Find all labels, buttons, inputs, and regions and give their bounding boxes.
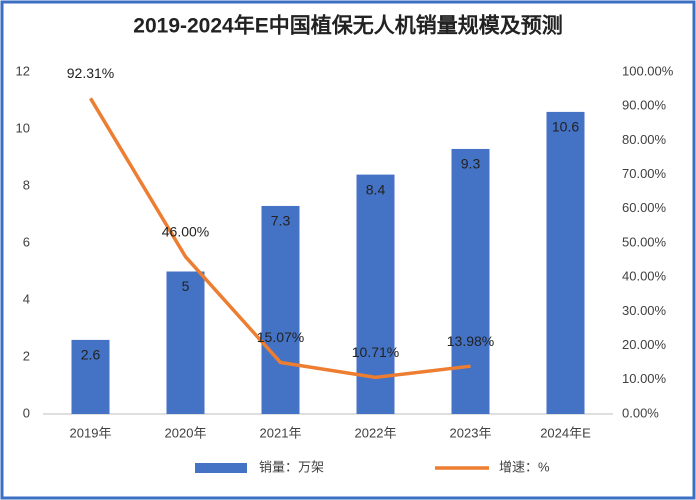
y2-tick-label: 100.00% [622, 63, 674, 78]
bar [451, 148, 490, 414]
y2-tick-label: 20.00% [622, 337, 667, 352]
bar [166, 271, 205, 414]
bar-value-label: 10.6 [552, 119, 579, 135]
legend-label: 增速：% [499, 459, 550, 474]
y2-tick-label: 30.00% [622, 303, 667, 318]
bar-value-label: 2.6 [81, 347, 101, 363]
line-value-label: 46.00% [162, 223, 209, 239]
y-tick-label: 12 [16, 63, 30, 78]
y2-tick-label: 70.00% [622, 166, 667, 181]
y2-tick-label: 50.00% [622, 234, 667, 249]
y2-tick-label: 90.00% [622, 98, 667, 113]
y-tick-label: 10 [16, 120, 30, 135]
bar-value-label: 7.3 [271, 213, 291, 229]
y-tick-label: 8 [23, 177, 30, 192]
bar [261, 205, 300, 414]
line-value-label: 15.07% [257, 329, 304, 345]
y2-tick-label: 40.00% [622, 269, 667, 284]
line-value-label: 10.71% [352, 344, 399, 360]
x-tick-label: 2024年E [540, 425, 591, 440]
bar [546, 111, 585, 415]
y2-tick-label: 0.00% [622, 405, 659, 420]
x-tick-label: 2022年 [355, 425, 397, 440]
bar-value-label: 9.3 [461, 156, 481, 172]
x-tick-label: 2020年 [165, 425, 207, 440]
y-tick-label: 0 [23, 405, 30, 420]
y2-tick-label: 10.00% [622, 371, 667, 386]
y-tick-label: 2 [23, 348, 30, 363]
bar [71, 339, 110, 414]
line-value-label: 92.31% [67, 65, 114, 81]
chart-title: 2019-2024年E中国植保无人机销量规模及预测 [133, 14, 562, 38]
y2-tick-label: 80.00% [622, 132, 667, 147]
line [88, 97, 471, 380]
legend-label: 销量：万架 [259, 459, 324, 474]
line-value-label: 13.98% [447, 333, 494, 349]
x-tick-label: 2021年 [260, 425, 302, 440]
bar-value-label: 5 [182, 278, 190, 294]
y2-tick-label: 60.00% [622, 200, 667, 215]
x-tick-label: 2019年 [70, 425, 112, 440]
y-tick-label: 6 [23, 234, 30, 249]
x-tick-label: 2023年 [450, 425, 492, 440]
bar-value-label: 8.4 [366, 181, 386, 197]
legend-swatch [195, 463, 247, 473]
y-tick-label: 4 [23, 291, 30, 306]
